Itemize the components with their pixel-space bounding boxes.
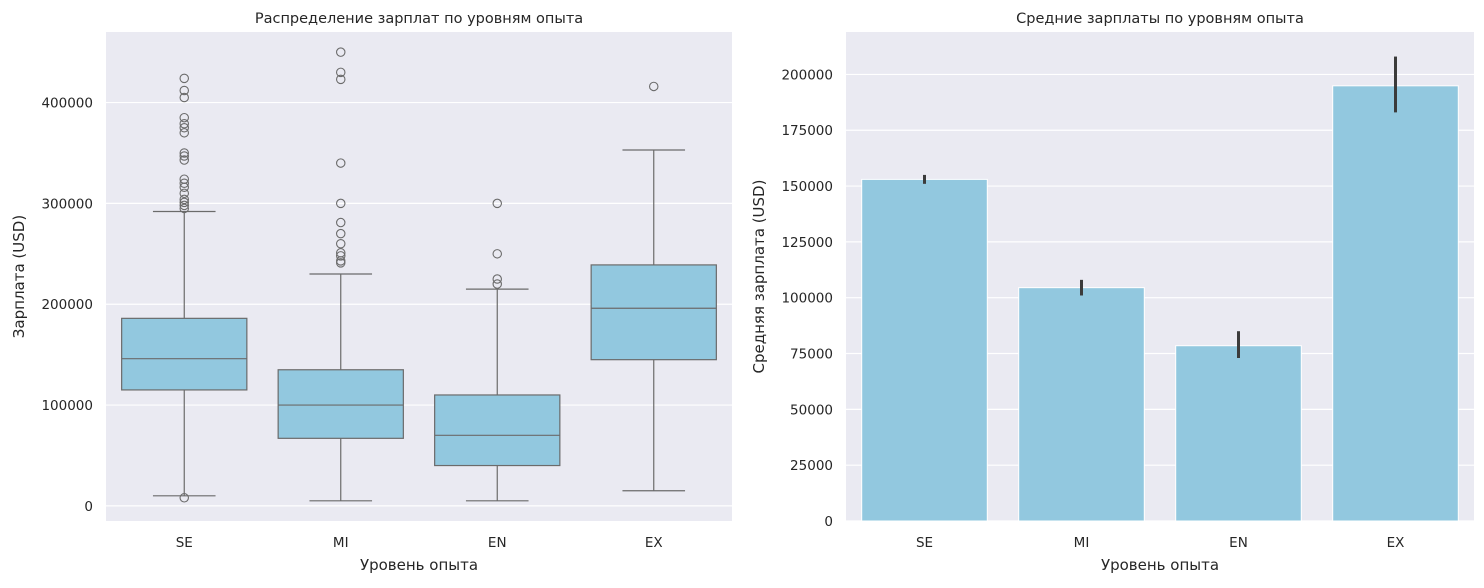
outlier-point: [335, 47, 346, 57]
y-tick-label: 0: [824, 514, 833, 530]
outlier-point: [179, 194, 190, 205]
outlier-point: [335, 228, 346, 239]
outlier-point: [492, 249, 502, 259]
y-tick-label: 0: [84, 499, 93, 515]
outlier-point: [335, 198, 346, 209]
outlier-point: [179, 112, 190, 123]
box-EN: [434, 198, 561, 502]
outlier-point: [179, 73, 190, 84]
bar-MI: [1018, 287, 1145, 522]
y-tick-label: 200000: [781, 67, 833, 83]
outlier-point: [179, 155, 190, 165]
outlier-point: [648, 81, 659, 92]
y-axis-label: Средняя зарплата (USD): [750, 180, 768, 374]
outlier-point: [492, 279, 502, 289]
y-tick-label: 400000: [41, 96, 93, 112]
outlier-point: [179, 203, 190, 214]
y-tick-label: 100000: [41, 398, 93, 414]
box-EX: [590, 81, 717, 492]
x-tick-label: SE: [916, 535, 933, 551]
x-tick-label: SE: [176, 535, 193, 551]
chart-title: Средние зарплаты по уровням опыта: [1016, 11, 1304, 27]
y-tick-label: 175000: [781, 123, 833, 139]
x-axis-label: Уровень опыта: [360, 556, 478, 574]
outlier-point: [179, 119, 190, 129]
outlier-point: [179, 92, 190, 103]
bar-EN: [1175, 345, 1302, 522]
bar-EX: [1332, 85, 1459, 522]
outlier-point: [335, 217, 346, 228]
y-tick-label: 150000: [781, 179, 833, 195]
y-tick-label: 200000: [41, 297, 93, 313]
box-SE: [121, 73, 248, 503]
outlier-point: [335, 238, 346, 249]
outlier-point: [335, 158, 346, 168]
y-axis-label: Зарплата (USD): [10, 215, 28, 338]
iqr-box: [434, 394, 561, 467]
x-tick-label: MI: [1074, 535, 1090, 551]
outlier-point: [179, 151, 190, 161]
outlier-point: [179, 148, 190, 158]
outlier-point: [179, 178, 190, 188]
x-tick-label: EX: [1387, 535, 1405, 551]
y-tick-label: 100000: [781, 291, 833, 307]
outlier-point: [179, 174, 190, 184]
x-tick-label: EN: [488, 535, 507, 551]
box-MI: [277, 47, 404, 502]
outlier-point: [179, 123, 190, 133]
iqr-box: [121, 317, 248, 391]
chart-title: Распределение зарплат по уровням опыта: [255, 11, 583, 27]
iqr-box: [277, 369, 404, 439]
y-tick-label: 125000: [781, 235, 833, 251]
outlier-point: [492, 198, 502, 209]
outlier-point: [335, 251, 346, 261]
outlier-point: [335, 67, 346, 78]
y-tick-label: 50000: [790, 402, 833, 418]
outlier-point: [179, 197, 190, 208]
outlier-point: [492, 274, 502, 284]
outlier-point: [335, 74, 346, 85]
outlier-point: [179, 85, 190, 96]
y-tick-label: 75000: [790, 347, 833, 363]
y-tick-label: 25000: [790, 458, 833, 474]
bar-chart: 0 25000 50000 75000 100000 125000 150000 175000…: [750, 11, 1474, 574]
boxplot-chart: 0 100000 200000 300000 400000 SE MI EN EX Распред…: [10, 11, 732, 574]
outlier-point: [179, 493, 190, 503]
outlier-point: [179, 188, 190, 199]
iqr-box: [590, 264, 717, 361]
outlier-point: [179, 200, 190, 211]
outlier-point: [179, 128, 190, 138]
x-tick-label: EN: [1229, 535, 1248, 551]
x-tick-label: MI: [333, 535, 349, 551]
bar-SE: [861, 178, 988, 522]
outlier-point: [335, 248, 346, 258]
y-tick-label: 300000: [41, 196, 93, 212]
x-axis-label: Уровень опыта: [1101, 556, 1219, 574]
x-tick-label: EX: [645, 535, 663, 551]
